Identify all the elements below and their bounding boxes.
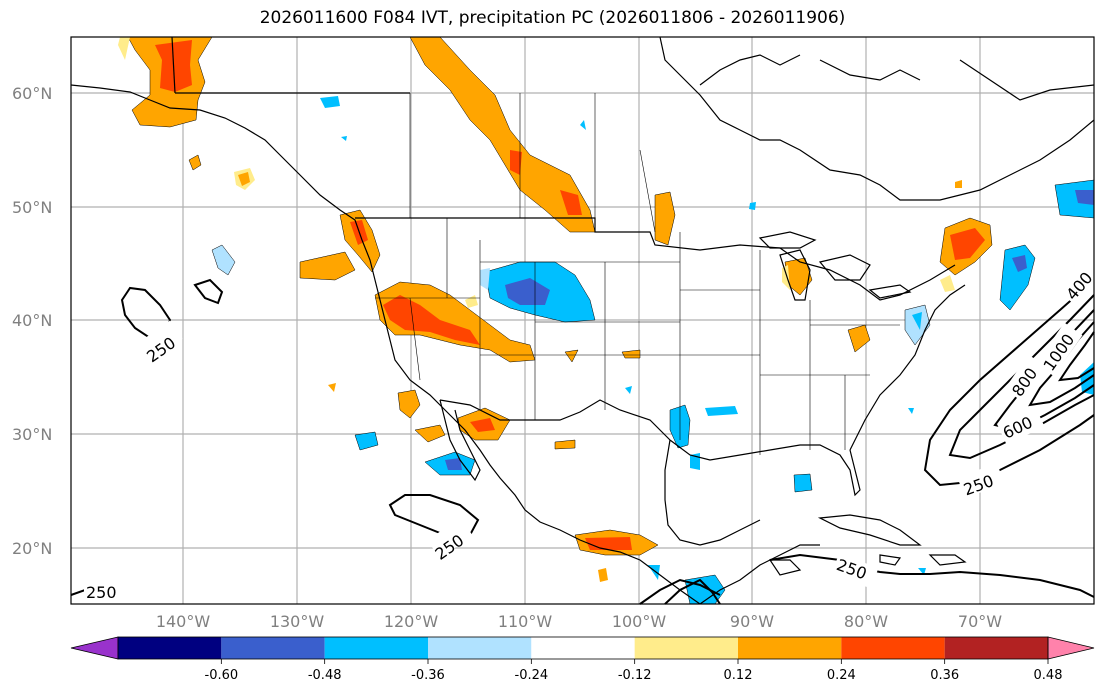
shade-small-blue-4 xyxy=(749,202,756,210)
contour-label-250-c: 250 xyxy=(86,583,117,602)
lat-label-60: 60°N xyxy=(12,84,52,103)
contour-400-atl xyxy=(948,294,1095,460)
shade-rockies-band xyxy=(409,36,596,233)
colorbar-tick-label: -0.60 xyxy=(205,668,239,683)
shade-alaska-fringe xyxy=(118,37,130,60)
colorbar-swatch xyxy=(531,637,635,659)
lat-label-40: 40°N xyxy=(12,311,52,330)
lon-label-140: 140°W xyxy=(156,612,211,631)
shade-lake-fringe xyxy=(782,265,790,290)
contour-250-atl xyxy=(923,279,1095,487)
shade-rockies-core2 xyxy=(560,190,582,215)
shade-mex-small-s xyxy=(598,568,608,582)
shade-baja xyxy=(397,389,421,419)
colorbar-tick-label: 0.24 xyxy=(827,668,856,683)
shade-mex-blue-core xyxy=(445,458,462,470)
colorbar-swatch xyxy=(428,637,532,659)
colorbar-swatch xyxy=(324,637,428,659)
colorbar-tick-label: -0.24 xyxy=(515,668,549,683)
colorbar-swatch xyxy=(634,637,738,659)
shade-nm-small xyxy=(564,349,579,363)
precip-shading xyxy=(118,36,1095,605)
lat-label-20: 20°N xyxy=(12,539,52,558)
shade-rockies-core xyxy=(510,150,522,175)
lon-label-70: 70°W xyxy=(958,612,1002,631)
colorbar-arrow-max xyxy=(1047,636,1095,660)
shade-quebec-fringe xyxy=(940,275,955,292)
latitude-labels: 60°N 50°N 40°N 30°N 20°N xyxy=(12,84,52,558)
colorbar-swatch xyxy=(118,637,222,659)
shade-nm-blue xyxy=(625,386,632,394)
shade-california-core xyxy=(383,295,480,345)
contour-250-carib2 xyxy=(769,553,1095,598)
colorbar-tick-label: 0.48 xyxy=(1034,668,1063,683)
lat-label-50: 50°N xyxy=(12,198,52,217)
shade-mex-3 xyxy=(554,439,576,450)
colorbar-tick-label: 0.36 xyxy=(930,668,959,683)
colorbar-tick-label: 0.12 xyxy=(724,668,753,683)
contour-labels: 250 250 250 250 250 400 600 800 1000 xyxy=(84,259,1103,602)
map-border xyxy=(70,36,1095,605)
shade-gulf-blue xyxy=(793,473,813,493)
contour-250-south xyxy=(388,494,480,536)
shade-east-blue xyxy=(999,244,1036,311)
shade-atl-blue xyxy=(908,408,914,414)
shade-mexico-south-core xyxy=(585,537,632,550)
shade-bc-blue-2 xyxy=(320,96,340,108)
colorbar-swatch xyxy=(221,637,325,659)
colorbar-swatch xyxy=(738,637,842,659)
shade-q-small xyxy=(955,180,962,188)
colorbar-swatch xyxy=(841,637,945,659)
shade-wi-small xyxy=(654,191,676,246)
coastlines xyxy=(70,36,1095,605)
shade-east-blue-core xyxy=(1012,255,1027,272)
contour-1000-atl xyxy=(1057,331,1095,382)
shade-mex-2-core xyxy=(470,418,495,432)
shade-mex-1 xyxy=(414,424,446,443)
shade-bc-blue-3 xyxy=(341,136,347,141)
shade-az-small xyxy=(328,383,336,392)
shade-canada-blue xyxy=(580,120,586,130)
lon-label-80: 80°W xyxy=(844,612,888,631)
colorbar-border xyxy=(117,636,1049,660)
shade-tx-small xyxy=(621,349,641,359)
contour-250-carib xyxy=(639,578,721,605)
shade-bc-blue xyxy=(211,244,236,276)
shade-mid-atl-core xyxy=(912,312,922,330)
shade-quebec-core xyxy=(950,228,985,260)
chart-title: 2026011600 F084 IVT, precipitation PC (2… xyxy=(259,8,846,28)
shade-texas-blue2 xyxy=(705,406,738,416)
lon-label-90: 90°W xyxy=(730,612,774,631)
shade-ky xyxy=(847,324,871,353)
colorbar-tick-label: -0.48 xyxy=(308,668,342,683)
shade-bc-2b xyxy=(238,172,250,186)
lon-label-130: 130°W xyxy=(270,612,325,631)
colorbar-tick-label: -0.36 xyxy=(411,668,445,683)
political-borders xyxy=(375,93,900,455)
contour-ne-small xyxy=(664,578,721,605)
shade-mex-blue2 xyxy=(354,431,379,451)
shade-ne-blue-core xyxy=(1075,190,1094,205)
shade-or xyxy=(299,251,356,281)
shade-bc-1 xyxy=(188,154,202,171)
colorbar-arrow-min xyxy=(70,636,119,660)
lon-label-120: 120°W xyxy=(384,612,439,631)
colorbar: -0.60 -0.48 -0.36 -0.24 -0.12 0.12 0.24 0.36 0.4… xyxy=(70,636,1095,683)
colorbar-swatch xyxy=(944,637,1048,659)
shade-wyoming-core xyxy=(505,278,550,305)
lon-label-100: 100°W xyxy=(612,612,667,631)
lat-label-30: 30°N xyxy=(12,425,52,444)
colorbar-tick-label: -0.12 xyxy=(618,668,652,683)
longitude-labels: 140°W 130°W 120°W 110°W 100°W 90°W 80°W … xyxy=(156,612,1002,631)
contour-250-pacific-small xyxy=(193,278,224,305)
shade-wyoming-fringe xyxy=(480,268,490,290)
lon-label-110: 110°W xyxy=(498,612,553,631)
